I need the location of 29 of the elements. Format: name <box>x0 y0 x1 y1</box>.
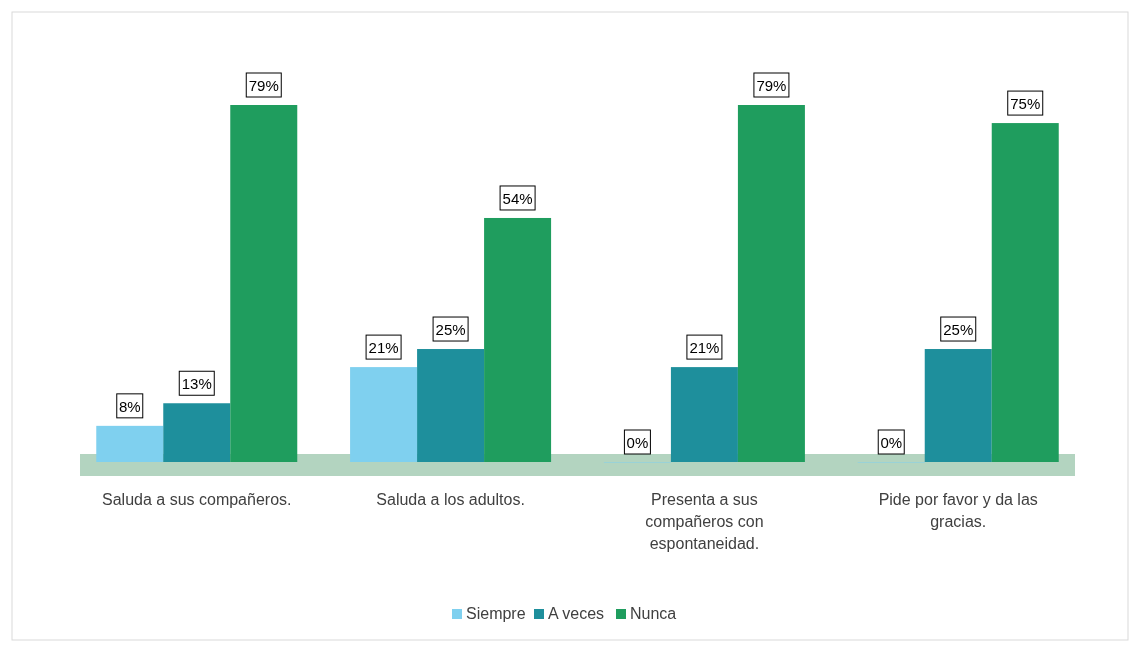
bar <box>230 105 298 462</box>
bar <box>924 349 992 462</box>
legend-label: A veces <box>548 605 605 622</box>
data-label: 21% <box>689 339 720 357</box>
bar <box>417 349 485 462</box>
data-label: 0% <box>880 434 903 451</box>
data-label: 25% <box>943 321 974 339</box>
data-label: 79% <box>756 77 787 94</box>
bar <box>484 217 552 462</box>
legend-label: Nunca <box>630 605 677 622</box>
x-tick-label: Saluda a sus compañeros. <box>102 491 292 508</box>
data-label: 25% <box>435 321 466 339</box>
data-label: 79% <box>248 77 279 94</box>
x-tick-label: Pide por favor y da las gracias. <box>878 491 1038 530</box>
data-label: 13% <box>181 375 212 393</box>
bar <box>991 123 1059 462</box>
data-label: 54% <box>502 189 533 207</box>
data-label: 8% <box>118 397 141 415</box>
bar <box>96 425 164 462</box>
bar <box>670 367 738 462</box>
x-tick-label: Presenta a sus compañeros con espontaneidad. <box>645 491 764 552</box>
bar <box>737 105 805 462</box>
data-label: 21% <box>368 339 399 357</box>
x-tick-label: Saluda a los adultos. <box>376 491 525 508</box>
bar <box>163 403 231 462</box>
legend-label: Siempre <box>466 605 526 622</box>
data-label: 0% <box>626 434 649 451</box>
bar <box>350 367 418 462</box>
data-label: 75% <box>1010 95 1041 113</box>
